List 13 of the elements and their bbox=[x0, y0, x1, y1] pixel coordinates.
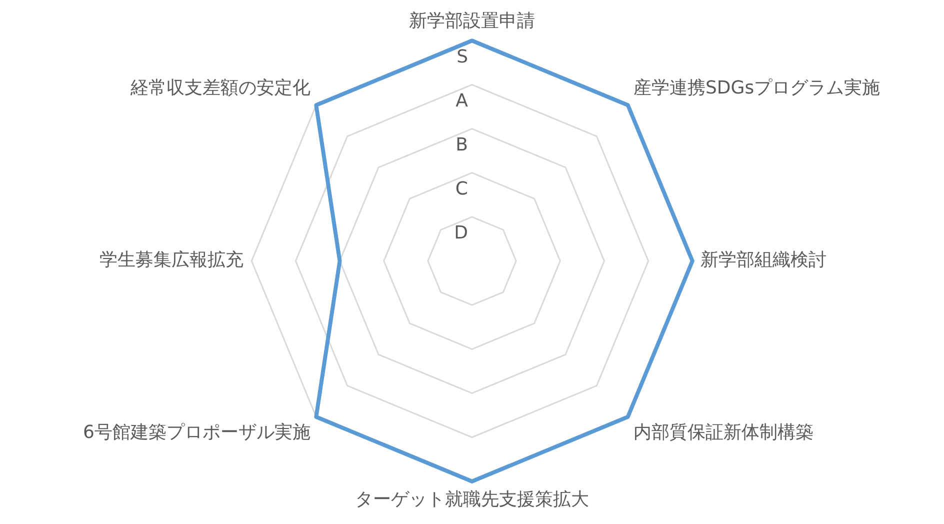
y-tick-label: D bbox=[454, 222, 468, 244]
y-tick-label: C bbox=[455, 178, 468, 200]
spoke-label: 学生募集広報拡充 bbox=[100, 250, 244, 271]
spoke-label: 産学連携SDGsプログラム実施 bbox=[634, 77, 880, 98]
spoke-label: 6号館建築プロポーザル実施 bbox=[83, 422, 310, 443]
spoke-label: 新学部組織検討 bbox=[700, 250, 826, 271]
spoke-label: ターゲット就職先支援策拡大 bbox=[355, 488, 589, 510]
spoke-label: 経常収支差額の安定化 bbox=[129, 77, 310, 98]
y-tick-label: B bbox=[456, 134, 468, 156]
y-tick-label: A bbox=[456, 90, 469, 112]
y-tick-label: S bbox=[456, 46, 468, 68]
spoke-label: 内部質保証新体制構築 bbox=[634, 422, 814, 443]
spoke-label: 新学部設置申請 bbox=[409, 10, 535, 32]
